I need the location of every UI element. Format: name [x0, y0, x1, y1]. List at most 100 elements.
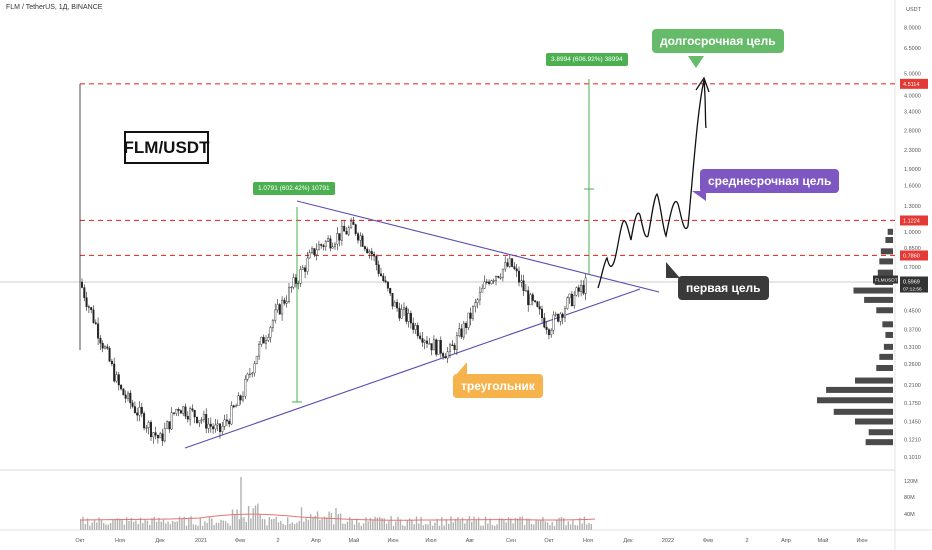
volume-ma-line — [79, 513, 596, 521]
candle-body — [113, 363, 116, 382]
time-tick-label: Апр — [781, 538, 791, 544]
price-tick-label: 0.8500 — [904, 246, 921, 252]
last-price-badge-bg — [900, 276, 928, 293]
candle-body — [87, 306, 90, 308]
candle-body — [580, 284, 583, 292]
candle-body — [520, 280, 523, 283]
volume-bar — [105, 524, 107, 530]
candle-body — [126, 392, 129, 399]
candle-body — [573, 294, 576, 307]
candle-body — [515, 268, 518, 272]
profile-bar — [880, 248, 893, 255]
candle-body — [446, 351, 449, 359]
volume-bar — [528, 518, 530, 530]
candle-body — [283, 299, 286, 304]
volume-bar — [287, 517, 289, 530]
time-tick-label: Ноя — [583, 538, 593, 544]
price-tick-label: 1.0000 — [904, 230, 921, 236]
triangle-lower-line — [184, 288, 641, 449]
volume-bar — [346, 521, 349, 530]
candle-body — [136, 412, 139, 416]
profile-bar — [877, 269, 893, 276]
volume-bar — [130, 518, 132, 530]
candle-body — [198, 420, 201, 424]
candle-body — [225, 419, 228, 422]
price-tick-label: 1.3000 — [904, 204, 921, 210]
candle-body — [299, 269, 302, 284]
volume-bar — [374, 516, 376, 530]
volume-bar — [427, 524, 429, 530]
currency-label: USDT — [906, 7, 922, 13]
volume-bar — [342, 523, 344, 530]
candle-body — [166, 421, 169, 429]
volume-bar — [503, 519, 505, 530]
candle-body — [575, 287, 578, 296]
candle-body — [143, 413, 146, 429]
volume-bar — [291, 522, 293, 530]
candle-body — [527, 290, 530, 306]
candle-body — [216, 423, 219, 426]
time-tick-label: Окт — [544, 538, 554, 544]
candle-body — [545, 326, 548, 330]
candle-body — [241, 395, 244, 401]
volume-bar — [576, 525, 579, 530]
candle-body — [172, 412, 175, 414]
volume-bar — [296, 522, 298, 530]
volume-bar — [123, 524, 126, 530]
candle-body — [315, 249, 318, 255]
volume-bar — [215, 522, 218, 530]
candle-body — [566, 297, 569, 309]
candle-body — [428, 343, 431, 345]
volume-bar — [227, 523, 229, 530]
volume-bar — [413, 524, 415, 530]
candle-body — [92, 309, 95, 323]
candle-body — [492, 280, 495, 282]
candles — [80, 217, 587, 446]
volume-bar — [245, 521, 247, 530]
volume-bar — [519, 516, 521, 530]
volume-bar — [523, 525, 526, 530]
volume-bar — [307, 519, 310, 530]
candle-body — [462, 323, 465, 338]
time-tick-label: Сен — [506, 538, 516, 544]
volume-bar — [218, 523, 220, 530]
price-tick-label: 1.9000 — [904, 167, 921, 173]
candle-body — [200, 419, 203, 421]
candle-body — [437, 340, 440, 355]
price-tick-label: 1.6000 — [904, 184, 921, 190]
volume-bar — [533, 524, 535, 530]
candle-body — [508, 258, 511, 267]
candle-body — [432, 339, 435, 351]
time-tick-label: Дек — [623, 538, 633, 544]
volume-bar — [305, 518, 307, 530]
candle-body — [485, 281, 488, 283]
volume-bar — [429, 520, 431, 530]
volume-bar — [487, 523, 489, 530]
volume-bar — [457, 516, 459, 530]
volume-bar — [530, 523, 533, 530]
volume-bar — [208, 516, 211, 530]
volume-bar — [266, 525, 268, 530]
candle-body — [552, 314, 555, 331]
candle-body — [214, 424, 217, 430]
candle-body — [260, 337, 263, 345]
volume-bar — [473, 516, 475, 530]
volume-bar — [441, 517, 443, 530]
volume-bar — [505, 522, 507, 530]
time-tick-label: Июн — [856, 538, 867, 544]
volume-profile — [817, 228, 893, 446]
candle-body — [391, 293, 394, 307]
candle-body — [110, 360, 113, 365]
volume-bar — [510, 518, 512, 530]
candle-body — [311, 248, 314, 253]
candle-body — [357, 233, 360, 241]
volume-bar — [438, 525, 441, 530]
volume-bar — [556, 520, 558, 530]
measure-right-label: 3.8994 (606.92%) 38994 — [546, 53, 628, 66]
volume-bar — [199, 518, 201, 530]
candle-body — [529, 294, 532, 306]
volume-bar — [137, 524, 139, 530]
candle-body — [223, 419, 226, 427]
